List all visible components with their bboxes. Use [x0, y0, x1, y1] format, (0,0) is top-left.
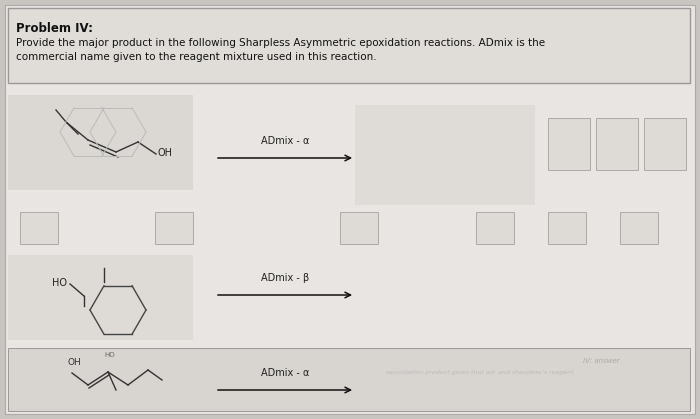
Bar — [8, 8, 690, 83]
Bar — [8, 348, 690, 411]
Text: ADmix - α: ADmix - α — [261, 368, 309, 378]
Text: ADmix - β: ADmix - β — [261, 273, 309, 283]
Bar — [548, 118, 590, 170]
Bar — [8, 255, 193, 340]
Bar — [155, 212, 193, 244]
Bar — [596, 118, 638, 170]
Bar — [548, 212, 586, 244]
Bar — [476, 212, 514, 244]
Text: HO: HO — [52, 278, 67, 288]
Text: Problem IV:: Problem IV: — [16, 22, 93, 35]
Text: HO: HO — [104, 352, 115, 358]
Text: Provide the major product in the following Sharpless Asymmetric epoxidation reac: Provide the major product in the followi… — [16, 38, 545, 48]
Text: OH: OH — [68, 358, 82, 367]
Bar — [340, 212, 378, 244]
Bar — [20, 212, 58, 244]
Bar — [620, 212, 658, 244]
Text: epoxidation product given that ad- and sharpless’s reagent: epoxidation product given that ad- and s… — [386, 370, 574, 375]
Text: commercial name given to the reagent mixture used in this reaction.: commercial name given to the reagent mix… — [16, 52, 377, 62]
Bar — [644, 118, 686, 170]
Bar — [8, 95, 193, 190]
Bar — [355, 105, 535, 205]
Text: ADmix - α: ADmix - α — [261, 136, 309, 146]
Text: OH: OH — [158, 148, 173, 158]
Text: IV: answer: IV: answer — [583, 358, 620, 364]
